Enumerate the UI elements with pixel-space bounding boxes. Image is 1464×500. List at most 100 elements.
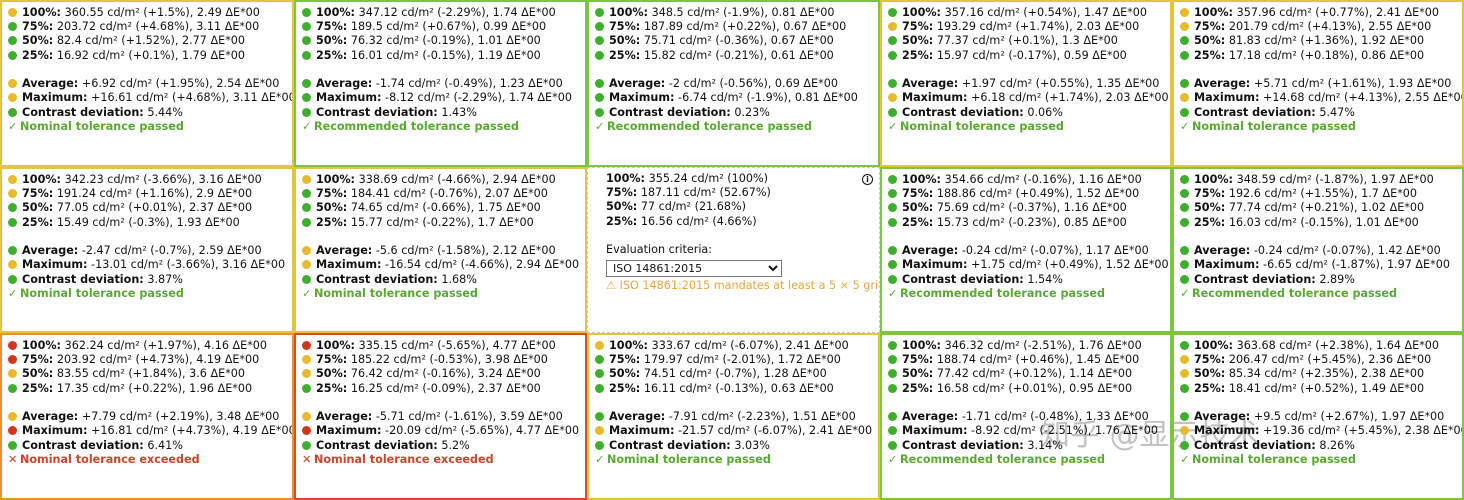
level-100-row-value: 346.32 cd/m² (-2.51%), 1.76 ΔE*00: [941, 339, 1142, 352]
level-100-row-label: 100%:: [902, 339, 942, 352]
maximum-row: Maximum: -8.92 cd/m² (-2.51%), 1.76 ΔE*0…: [888, 424, 1170, 438]
level-25-row: 25%: 17.18 cd/m² (+0.18%), 0.86 ΔE*00: [1180, 49, 1462, 63]
level-75-row-value: 187.89 cd/m² (+0.22%), 0.67 ΔE*00: [640, 20, 847, 34]
level-75-row: 75%: 184.41 cd/m² (-0.76%), 2.07 ΔE*00: [302, 187, 585, 201]
maximum-row-label: Maximum:: [609, 91, 675, 105]
evaluation-criteria-select[interactable]: ISO 14861:2015: [606, 259, 782, 277]
maximum-row-label: Maximum:: [902, 258, 968, 272]
contrast-row: Contrast deviation: 3.87%: [8, 273, 292, 287]
contrast-row-label: Contrast deviation:: [22, 105, 144, 119]
cross-icon: ✕: [8, 452, 18, 466]
status-dot-icon: [302, 412, 311, 422]
status-dot-icon: [1180, 36, 1189, 46]
level-100-row: 100%: 362.24 cd/m² (+1.97%), 4.16 ΔE*00: [8, 339, 292, 353]
level-100-row: 100%: 347.12 cd/m² (-2.29%), 1.74 ΔE*00: [302, 6, 585, 20]
average-row-label: Average:: [609, 410, 666, 424]
average-row-value: -7.91 cd/m² (-2.23%), 1.51 ΔE*00: [665, 410, 856, 424]
tolerance-status: ✓ Nominal tolerance passed: [595, 453, 878, 467]
level-50-row: 50%: 76.42 cd/m² (-0.16%), 3.24 ΔE*00: [302, 367, 585, 381]
maximum-row: Maximum: -13.01 cd/m² (-3.66%), 3.16 ΔE*…: [8, 258, 292, 272]
check-icon: ✓: [888, 286, 898, 300]
tolerance-status-text: Recommended tolerance passed: [1192, 286, 1397, 300]
status-dot-icon: [8, 383, 17, 393]
maximum-row-label: Maximum:: [902, 91, 968, 105]
label-75: 75%:: [606, 186, 638, 200]
level-75-row-label: 75%:: [316, 353, 348, 367]
level-100-row: 100%: 363.68 cd/m² (+2.38%), 1.64 ΔE*00: [1180, 339, 1462, 353]
tolerance-status-text: Nominal tolerance exceeded: [314, 452, 494, 466]
level-100-row-value: 357.96 cd/m² (+0.77%), 2.41 ΔE*00: [1233, 6, 1440, 19]
average-row-label: Average:: [22, 77, 79, 91]
measurement-cell: 100%: 347.12 cd/m² (-2.29%), 1.74 ΔE*00 7…: [294, 0, 587, 167]
contrast-row-label: Contrast deviation:: [902, 105, 1024, 119]
status-dot-icon: [8, 274, 17, 284]
tolerance-status: ✓ Nominal tolerance passed: [1180, 453, 1462, 467]
level-25-row-value: 15.97 cd/m² (-0.17%), 0.59 ΔE*00: [933, 48, 1127, 62]
spacer: [888, 396, 1170, 410]
contrast-row-label: Contrast deviation:: [1194, 438, 1316, 452]
tolerance-status-text: Nominal tolerance passed: [900, 119, 1064, 133]
tolerance-status: ✓ Nominal tolerance passed: [8, 287, 292, 301]
status-dot-icon: [302, 107, 311, 117]
contrast-row-value: 5.2%: [437, 438, 470, 452]
contrast-row-label: Contrast deviation:: [316, 105, 438, 119]
status-dot-icon: [1180, 440, 1189, 450]
level-25-row-value: 16.25 cd/m² (-0.09%), 2.37 ΔE*00: [347, 381, 541, 395]
status-dot-icon: [302, 383, 311, 393]
average-row-label: Average:: [902, 410, 959, 424]
maximum-row-value: +19.36 cd/m² (+5.45%), 2.38 ΔE*00: [1259, 424, 1464, 438]
check-icon: ✓: [8, 119, 18, 133]
status-dot-icon: [1180, 203, 1189, 213]
status-dot-icon: [595, 412, 604, 422]
contrast-row: Contrast deviation: 1.68%: [302, 273, 585, 287]
level-75-row-label: 75%:: [316, 187, 348, 201]
maximum-row-value: -8.12 cd/m² (-2.29%), 1.74 ΔE*00: [381, 91, 572, 105]
status-dot-icon: [888, 369, 897, 379]
level-100-row-value: 354.66 cd/m² (-0.16%), 1.16 ΔE*00: [941, 173, 1142, 186]
status-dot-icon: [1180, 274, 1189, 284]
level-50-row: 50%: 77.05 cd/m² (+0.01%), 2.37 ΔE*00: [8, 201, 292, 215]
level-25-row: 25%: 15.49 cd/m² (-0.3%), 1.93 ΔE*00: [8, 216, 292, 230]
level-100-row-value: 335.15 cd/m² (-5.65%), 4.77 ΔE*00: [355, 339, 556, 352]
contrast-row-value: 2.89%: [1315, 272, 1355, 286]
contrast-row: Contrast deviation: 0.23%: [595, 106, 878, 120]
level-75-row-label: 75%:: [609, 353, 641, 367]
average-row-value: -5.71 cd/m² (-1.61%), 3.59 ΔE*00: [372, 410, 563, 424]
status-dot-icon: [302, 260, 311, 270]
tolerance-status-text: Nominal tolerance exceeded: [20, 452, 200, 466]
level-25-row-value: 16.11 cd/m² (-0.13%), 0.63 ΔE*00: [640, 381, 834, 395]
level-75-row: 75%: 188.74 cd/m² (+0.46%), 1.45 ΔE*00: [888, 353, 1170, 367]
level-100-row-label: 100%:: [1194, 339, 1234, 352]
level-75-row-label: 75%:: [1194, 353, 1226, 367]
status-dot-icon: [595, 50, 604, 60]
status-dot-icon: [8, 203, 17, 213]
level-75-row: 75%: 203.72 cd/m² (+4.68%), 3.11 ΔE*00: [8, 20, 292, 34]
level-100-row-label: 100%:: [22, 339, 62, 352]
status-dot-icon: [8, 50, 17, 60]
status-dot-icon: [8, 36, 17, 46]
maximum-row-value: +16.61 cd/m² (+4.68%), 3.11 ΔE*00: [87, 91, 294, 105]
contrast-row: Contrast deviation: 6.41%: [8, 439, 292, 453]
level-100-row-label: 100%:: [902, 173, 942, 186]
measurement-cell: 100%: 357.16 cd/m² (+0.54%), 1.47 ΔE*00 7…: [880, 0, 1172, 167]
level-75-row-value: 179.97 cd/m² (-2.01%), 1.72 ΔE*00: [640, 353, 841, 367]
status-dot-icon: [302, 203, 311, 213]
level-100-row-value: 357.16 cd/m² (+0.54%), 1.47 ΔE*00: [941, 6, 1148, 19]
spacer: [8, 230, 292, 244]
status-dot-icon: [888, 79, 897, 89]
maximum-row-label: Maximum:: [316, 258, 382, 272]
status-dot-icon: [888, 426, 897, 436]
info-icon[interactable]: i: [862, 174, 873, 185]
level-25-row-label: 25%:: [609, 381, 641, 395]
status-dot-icon: [888, 203, 897, 213]
status-dot-icon: [302, 50, 311, 60]
maximum-row: Maximum: -6.65 cd/m² (-1.87%), 1.97 ΔE*0…: [1180, 258, 1462, 272]
level-75-row-value: 185.22 cd/m² (-0.53%), 3.98 ΔE*00: [347, 353, 548, 367]
level-25-row-label: 25%:: [902, 215, 934, 229]
maximum-row-value: +16.81 cd/m² (+4.73%), 4.19 ΔE*00: [87, 424, 294, 438]
contrast-row-value: 1.68%: [437, 272, 477, 286]
contrast-row-value: 1.43%: [437, 105, 477, 119]
tolerance-status: ✓ Nominal tolerance passed: [302, 287, 585, 301]
check-icon: ✓: [888, 452, 898, 466]
status-dot-icon: [8, 93, 17, 103]
